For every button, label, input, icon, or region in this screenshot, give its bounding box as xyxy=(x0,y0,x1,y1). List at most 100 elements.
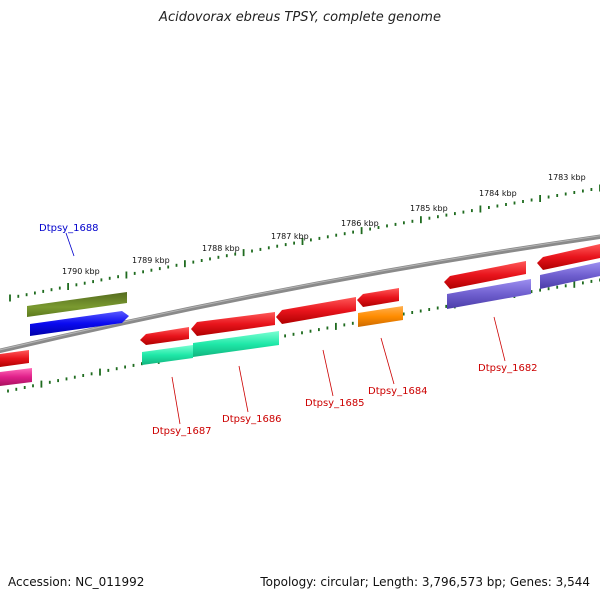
ruler-minor-tick xyxy=(92,280,94,284)
ruler-minor-tick xyxy=(42,289,45,293)
tick-label-1784: 1784 kbp xyxy=(479,189,517,198)
ruler-minor-tick xyxy=(117,275,119,279)
gene-label-dtpsy-1688[interactable]: Dtpsy_1688 xyxy=(39,223,99,234)
gene-dtpsy-1684-red-arrow[interactable] xyxy=(357,288,399,307)
ruler-minor-tick xyxy=(83,281,86,285)
ruler-minor-tick xyxy=(335,233,338,237)
inner-ruler-minor-tick xyxy=(115,367,118,371)
inner-ruler-minor-tick xyxy=(428,308,431,311)
inner-ruler-minor-tick xyxy=(141,362,143,366)
ruler-minor-tick xyxy=(454,212,456,216)
ruler-major-tick xyxy=(301,238,304,245)
leader-dtpsy-1686 xyxy=(238,365,249,413)
inner-ruler-minor-tick xyxy=(326,326,329,330)
leader-dtpsy-1682 xyxy=(493,316,506,362)
inner-ruler-minor-tick xyxy=(539,288,541,292)
ruler-minor-tick xyxy=(318,236,321,240)
gene-left-magenta[interactable] xyxy=(0,368,32,386)
gene-dtpsy-1686-red-arrow[interactable] xyxy=(191,312,275,336)
ruler-minor-tick xyxy=(25,293,28,297)
leader-dtpsy-1687 xyxy=(171,376,181,425)
inner-ruler-major-tick xyxy=(40,380,43,388)
ruler-minor-tick xyxy=(234,252,237,256)
ruler-minor-tick xyxy=(445,213,448,217)
tick-label-1787: 1787 kbp xyxy=(271,232,309,241)
gene-dtpsy-1688-olive[interactable] xyxy=(27,292,127,317)
ruler-minor-tick xyxy=(284,243,287,247)
ruler-minor-tick xyxy=(403,221,405,225)
ruler-minor-tick xyxy=(142,270,144,274)
gene-right-purple[interactable] xyxy=(540,262,600,289)
ruler-minor-tick xyxy=(411,219,414,223)
tick-label-1790: 1790 kbp xyxy=(62,267,100,276)
inner-ruler-minor-tick xyxy=(292,332,295,336)
inner-ruler-minor-tick xyxy=(445,304,448,308)
ruler-minor-tick xyxy=(522,200,524,203)
gene-label-dtpsy-1685[interactable]: Dtpsy_1685 xyxy=(305,398,365,409)
ruler-minor-tick xyxy=(251,249,253,253)
gene-left-red[interactable] xyxy=(0,350,29,367)
ruler-minor-tick xyxy=(158,267,161,271)
inner-ruler-minor-tick xyxy=(530,290,533,294)
inner-ruler-minor-tick xyxy=(547,287,550,291)
ruler-minor-tick xyxy=(369,227,371,231)
gene-dtpsy-1686-aqua[interactable] xyxy=(193,331,279,357)
ruler-minor-tick xyxy=(582,189,584,193)
inner-ruler-minor-tick xyxy=(82,374,85,377)
ruler-minor-tick xyxy=(75,283,78,287)
gene-dtpsy-1682-red-arrow[interactable] xyxy=(444,261,526,289)
inner-ruler-minor-tick xyxy=(590,279,593,283)
kbp-ruler xyxy=(9,184,600,302)
inner-ruler-minor-tick xyxy=(90,372,93,376)
inner-ruler-minor-tick xyxy=(318,328,320,332)
gene-dtpsy-1684-orange[interactable] xyxy=(358,306,403,327)
gene-right-red-arrow[interactable] xyxy=(537,244,600,270)
ruler-minor-tick xyxy=(175,263,178,267)
inner-ruler-minor-tick xyxy=(402,312,405,316)
ruler-minor-tick xyxy=(428,216,431,220)
genome-summary-text: Topology: circular; Length: 3,796,573 bp… xyxy=(260,575,590,589)
ruler-minor-tick xyxy=(225,254,228,258)
ruler-major-tick xyxy=(9,294,11,302)
inner-ruler-minor-tick xyxy=(564,284,567,288)
ruler-minor-tick xyxy=(343,232,346,236)
gene-dtpsy-1688-blue-arrow[interactable] xyxy=(30,311,129,336)
ruler-minor-tick xyxy=(462,210,465,214)
gene-label-dtpsy-1686[interactable]: Dtpsy_1686 xyxy=(222,414,282,425)
ruler-minor-tick xyxy=(386,224,388,228)
ruler-minor-tick xyxy=(488,206,490,209)
ruler-minor-tick xyxy=(377,226,380,229)
inner-ruler-minor-tick xyxy=(73,375,76,379)
ruler-minor-tick xyxy=(573,191,576,194)
ruler-minor-tick xyxy=(505,203,507,206)
ruler-major-tick xyxy=(242,249,245,257)
inner-ruler-minor-tick xyxy=(284,334,286,338)
gene-dtpsy-1682-purple[interactable] xyxy=(447,279,531,309)
gene-dtpsy-1687-red-arrow[interactable] xyxy=(140,327,189,345)
ruler-minor-tick xyxy=(108,276,111,280)
ruler-minor-tick xyxy=(17,294,20,298)
gene-label-dtpsy-1682[interactable]: Dtpsy_1682 xyxy=(478,363,538,374)
ruler-minor-tick xyxy=(192,260,195,264)
accession-text: Accession: NC_011992 xyxy=(8,575,145,589)
gene-label-dtpsy-1687[interactable]: Dtpsy_1687 xyxy=(152,426,212,437)
ruler-minor-tick xyxy=(167,265,170,269)
ruler-minor-tick xyxy=(530,198,533,202)
inner-ruler-minor-tick xyxy=(419,309,422,313)
ruler-minor-tick xyxy=(326,235,329,239)
ruler-major-tick xyxy=(360,227,363,235)
gene-dtpsy-1687-aqua[interactable] xyxy=(142,345,193,365)
inner-ruler-minor-tick xyxy=(32,384,34,388)
ruler-major-tick xyxy=(67,283,69,290)
inner-ruler-minor-tick xyxy=(411,311,414,314)
ruler-minor-tick xyxy=(259,247,262,251)
gene-label-dtpsy-1684[interactable]: Dtpsy_1684 xyxy=(368,386,428,397)
ruler-minor-tick xyxy=(276,244,279,248)
inner-ruler-minor-tick xyxy=(309,329,312,333)
ruler-major-tick xyxy=(539,195,541,202)
tick-label-1788: 1788 kbp xyxy=(202,244,240,253)
ruler-minor-tick xyxy=(58,286,61,290)
genome-backbone-highlight xyxy=(0,235,600,351)
gene-dtpsy-1685-red-arrow[interactable] xyxy=(276,297,356,324)
ruler-minor-tick xyxy=(547,195,550,199)
